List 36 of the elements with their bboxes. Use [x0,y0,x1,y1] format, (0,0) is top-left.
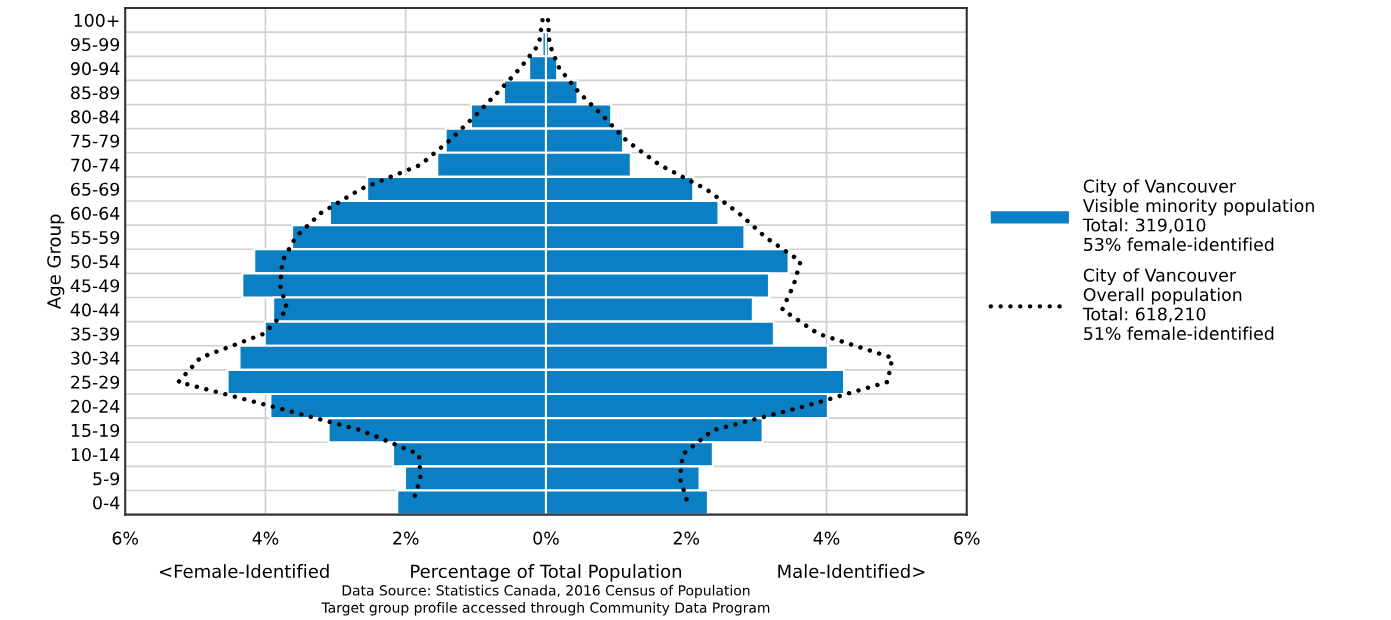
y-tick-label: 35-39 [71,327,120,341]
y-tick-label: 85-89 [71,86,120,100]
x-tick-label: 6% [112,531,138,545]
y-tick-label: 70-74 [71,158,120,172]
y-tick-label: 50-54 [71,255,120,269]
y-tick-label: 0-4 [93,496,120,510]
y-tick-label: 60-64 [71,206,120,220]
y-tick-label: 25-29 [71,375,120,389]
source-note: Data Source: Statistics Canada, 2016 Census of Population [342,584,750,599]
x-tick-label: 6% [954,531,980,545]
y-tick-label: 10-14 [71,448,120,462]
y-tick-label: 95-99 [70,37,120,52]
y-tick-label: 65-69 [71,182,120,196]
y-tick-label: 80-84 [71,110,120,124]
y-tick-label: 55-59 [71,230,120,245]
legend-label: City of Vancouver Visible minority population Total: 319,010 53% female-identified [1082,179,1314,252]
y-tick-label: 75-79 [71,134,120,148]
y-tick-label: 15-19 [71,423,120,438]
x-tick-label: 2% [673,531,700,545]
x-axis-title: Percentage of Total Population [411,564,682,582]
y-axis-title: Age Group [47,214,65,309]
y-tick-label: 20-24 [71,399,120,413]
y-tick-label: 5-9 [93,472,120,486]
legend-label: City of Vancouver Overall population Total: 618,210 51% female-identified [1082,268,1274,341]
text: Male-Identified> [778,564,925,579]
y-tick-label: 90-94 [70,62,120,76]
y-tick-label: 40-44 [70,303,120,317]
x-tick-label: 0% [533,531,559,545]
x-tick-label: 4% [252,531,279,545]
text: Target group profile accessed through Community Data Program [321,602,770,616]
text: <Female-Identified [159,564,329,579]
y-tick-label: 30-34 [71,351,120,365]
x-tick-label: 4% [813,531,840,545]
y-tick-label: 100+ [74,13,119,27]
y-tick-label: 45-49 [70,279,120,293]
x-tick-label: 2% [393,531,419,545]
